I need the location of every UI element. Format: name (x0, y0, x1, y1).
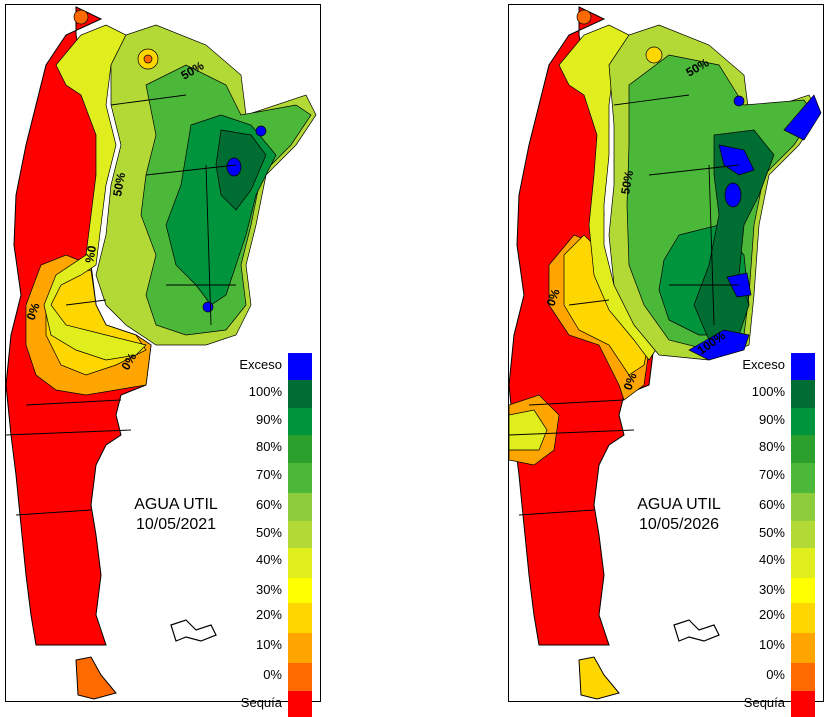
map-title-label: AGUA UTIL (637, 496, 721, 513)
legend-swatch (791, 493, 815, 521)
hotspot (143, 54, 153, 64)
legend-label: 90% (758, 412, 785, 427)
legend-label: Sequía (743, 695, 785, 710)
province-lines (509, 94, 740, 516)
legend: Exceso 100% 90% 80% 70% 60% 50% 40% 30% 20% 10% 0% S… (731, 353, 821, 717)
legend-swatch (288, 663, 312, 691)
legend-swatch (288, 633, 312, 663)
legend-label: 40% (255, 552, 282, 567)
region-sw-bulge-inner (509, 409, 548, 451)
excess-region (718, 144, 755, 176)
province-lines (6, 94, 237, 516)
map-panel-2026: 50% 50% 0% 0% 100% AGUA UTIL 10/05/2026 … (508, 4, 824, 717)
legend-label: 100% (751, 384, 785, 399)
tierra-del-fuego (75, 656, 117, 700)
legend-label: 100% (248, 384, 282, 399)
legend-swatch (791, 521, 815, 548)
legend-label: 90% (255, 412, 282, 427)
excess-region (688, 329, 750, 361)
legend-swatch (288, 691, 312, 717)
legend-label: 20% (255, 607, 282, 622)
legend-swatch (288, 603, 312, 633)
hotspot (645, 46, 663, 64)
legend-label: 30% (758, 582, 785, 597)
map-date: 10/05/2026 (638, 516, 720, 533)
legend-label: 80% (758, 439, 785, 454)
legend-label: 0% (263, 667, 282, 682)
contour-label: 50% (618, 169, 636, 195)
legend-label: 20% (758, 607, 785, 622)
legend-label: 80% (255, 439, 282, 454)
legend-swatch (288, 521, 312, 548)
excess-spot (733, 95, 745, 107)
legend-swatch (791, 691, 815, 717)
excess-spot (255, 125, 267, 137)
map-panel-2021: 50% 50% 0% 0% 0% AGUA UTIL 10/05/2021 Ex… (5, 4, 321, 717)
legend-label: 50% (255, 525, 282, 540)
legend-label: 70% (758, 467, 785, 482)
legend-label: Sequía (240, 695, 282, 710)
contour-label: 0% (544, 287, 563, 308)
region-green-darkest (215, 129, 267, 211)
legend-label: 10% (758, 637, 785, 652)
excess-spot (724, 182, 742, 208)
legend-swatch (791, 463, 815, 493)
legend-swatch (791, 578, 815, 603)
legend-swatch (791, 353, 815, 380)
legend-swatch (288, 578, 312, 603)
legend-swatch (288, 353, 312, 380)
hotspot (73, 9, 89, 25)
map-title: AGUA UTIL 10/05/2026 (619, 495, 739, 535)
legend-swatch (791, 548, 815, 578)
map-title: AGUA UTIL 10/05/2021 (116, 495, 236, 535)
legend-swatch (288, 435, 312, 463)
region-light-yellow (43, 24, 147, 361)
excess-spot (202, 301, 214, 313)
legend-label: 0% (766, 667, 785, 682)
legend-swatch (288, 493, 312, 521)
legend-swatch (791, 380, 815, 408)
contour-label: 0% (621, 371, 640, 392)
legend-label: 30% (255, 582, 282, 597)
legend-label: 10% (255, 637, 282, 652)
legend-label: 60% (255, 497, 282, 512)
legend-label: 60% (758, 497, 785, 512)
legend-swatch (288, 380, 312, 408)
contour-label: 0% (24, 301, 43, 322)
argentina-map: 50% 50% 0% 0% 100% (509, 6, 822, 700)
excess-spot (226, 157, 242, 177)
legend-swatch (791, 435, 815, 463)
legend-swatch (288, 408, 312, 435)
legend-swatch (288, 463, 312, 493)
tierra-del-fuego (578, 656, 620, 700)
islas-malvinas (673, 619, 720, 642)
legend-swatch (791, 603, 815, 633)
map-title-label: AGUA UTIL (134, 496, 218, 513)
legend-label: 50% (758, 525, 785, 540)
region-green-darkest (693, 129, 775, 341)
legend-swatch (791, 663, 815, 691)
argentina-map: 50% 50% 0% 0% 0% (6, 6, 317, 700)
contour-label: 0% (82, 244, 99, 264)
map-date: 10/05/2021 (135, 516, 217, 533)
islas-malvinas (170, 619, 217, 642)
hotspot (576, 9, 592, 25)
legend-swatch (288, 548, 312, 578)
legend-label: Exceso (742, 357, 785, 372)
excess-region (783, 94, 822, 141)
contour-label: 50% (110, 171, 128, 197)
legend-swatch (791, 408, 815, 435)
legend: Exceso 100% 90% 80% 70% 60% 50% 40% 30% 20% 10% 0% S… (228, 353, 318, 717)
legend-label: Exceso (239, 357, 282, 372)
legend-swatch (791, 633, 815, 663)
legend-label: 40% (758, 552, 785, 567)
legend-label: 70% (255, 467, 282, 482)
